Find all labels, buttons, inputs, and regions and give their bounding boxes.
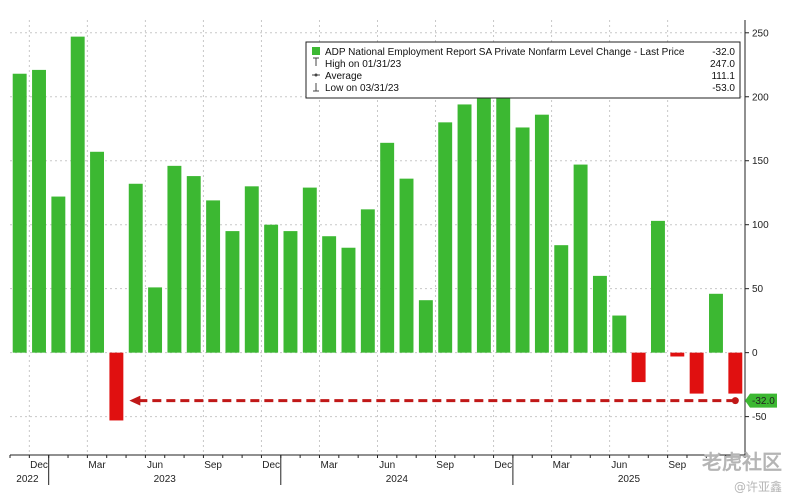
legend-high-value: 247.0	[710, 59, 735, 70]
y-axis: 250 200 150 100 50 0 -50 -32.0	[744, 20, 777, 455]
x-year-label: 2022	[16, 474, 39, 485]
watermark-author: @许亚鑫	[733, 480, 782, 494]
x-month-label: Sep	[204, 460, 222, 471]
bar	[90, 151, 105, 353]
y-tick-label: 150	[752, 156, 769, 167]
green-square-icon	[312, 47, 320, 55]
bar	[534, 114, 549, 353]
bar	[418, 300, 433, 353]
bar	[438, 122, 453, 353]
bar	[476, 82, 491, 353]
x-month-label: Dec	[494, 460, 512, 471]
bar	[167, 165, 182, 353]
bar	[225, 231, 240, 353]
high-marker-icon	[313, 57, 319, 66]
x-month-label: Dec	[30, 460, 48, 471]
bar	[689, 352, 704, 394]
bar	[631, 352, 646, 383]
x-month-label: Jun	[611, 460, 627, 471]
last-price-label: -32.0	[752, 396, 775, 407]
last-price-arrow	[129, 395, 739, 406]
bar	[283, 231, 298, 353]
legend-average-label: Average	[325, 71, 363, 82]
bar	[554, 245, 569, 353]
bar	[322, 236, 337, 353]
bar	[612, 315, 627, 353]
bar	[264, 224, 279, 353]
legend-low-value: -53.0	[712, 83, 735, 94]
bar	[573, 164, 588, 353]
x-month-label: Mar	[553, 460, 571, 471]
bar-series	[12, 36, 743, 421]
y-tick-label: 200	[752, 92, 769, 103]
x-year-label: 2025	[618, 474, 641, 485]
bar	[728, 352, 743, 394]
bar	[186, 176, 201, 353]
x-month-label: Sep	[436, 460, 454, 471]
legend-series-label: ADP National Employment Report SA Privat…	[325, 47, 685, 58]
y-tick-label: 250	[752, 28, 769, 39]
x-month-label: Sep	[668, 460, 686, 471]
bar	[592, 275, 607, 353]
bar	[244, 186, 259, 353]
y-tick-label: -50	[752, 412, 767, 423]
bar	[380, 142, 395, 353]
legend-box	[305, 41, 741, 99]
x-month-label: Mar	[88, 460, 106, 471]
bar	[650, 220, 665, 353]
bar	[341, 247, 356, 353]
bar	[457, 104, 472, 353]
arrowhead-icon	[129, 395, 141, 406]
bar	[32, 69, 46, 353]
last-price-tag	[745, 393, 777, 408]
bar	[515, 127, 530, 353]
arrow-dot	[731, 397, 739, 405]
bar	[70, 36, 85, 353]
bar	[109, 352, 124, 421]
bar	[709, 293, 723, 353]
x-year-label: 2024	[386, 474, 409, 485]
bar	[148, 287, 163, 353]
y-tick-label: 100	[752, 220, 769, 231]
legend-series-value: -32.0	[712, 47, 735, 58]
bar	[206, 200, 221, 353]
bar	[128, 183, 143, 353]
x-month-label: Jun	[379, 460, 395, 471]
x-month-label: Jun	[147, 460, 163, 471]
y-tick-label: 0	[752, 348, 758, 359]
legend: ADP National Employment Report SA Privat…	[305, 41, 741, 99]
legend-average-value: 111.1	[711, 71, 735, 82]
x-month-label: Mar	[321, 460, 339, 471]
bar	[360, 209, 375, 353]
x-year-label: 2023	[154, 474, 177, 485]
bar	[670, 352, 685, 357]
legend-high-label: High on 01/31/23	[325, 59, 402, 70]
low-marker-icon	[313, 83, 319, 92]
bar	[399, 178, 414, 353]
x-axis: Dec Mar Jun Sep Dec Mar Jun Sep Dec Mar Jun Sep 2022…	[9, 454, 746, 485]
bar	[51, 196, 66, 353]
average-marker-icon	[312, 73, 320, 77]
bar	[12, 73, 27, 353]
bar	[302, 187, 317, 353]
y-tick-label: 50	[752, 284, 764, 295]
watermark-brand: 老虎社区	[702, 450, 782, 474]
x-month-label: Dec	[262, 460, 280, 471]
bar	[496, 92, 511, 353]
legend-low-label: Low on 03/31/23	[325, 83, 399, 94]
